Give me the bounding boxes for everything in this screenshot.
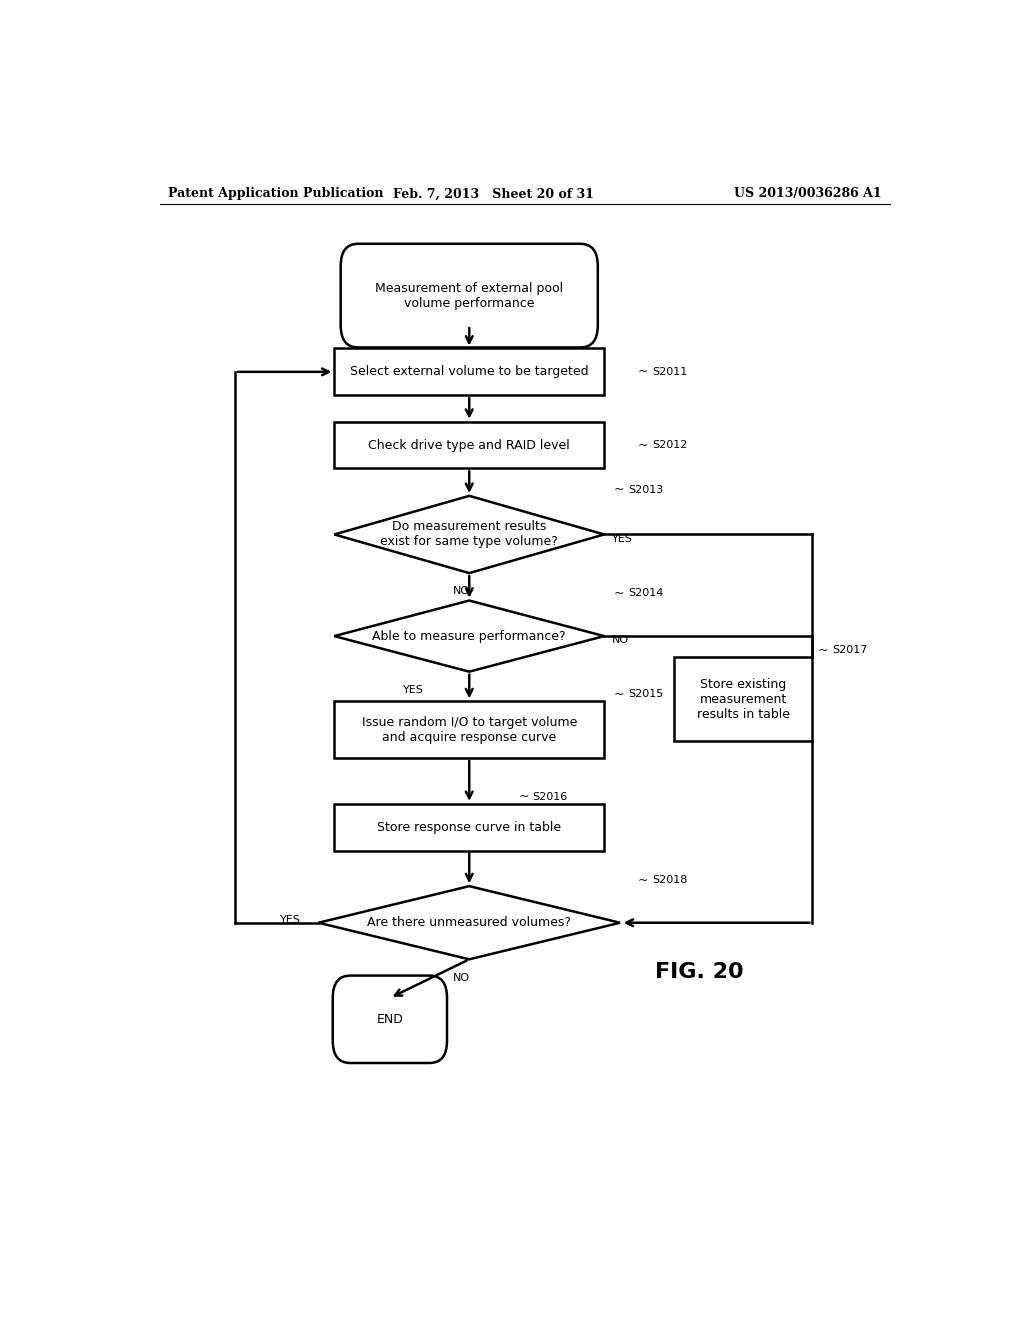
Text: S2017: S2017 [833,645,867,655]
Polygon shape [318,886,620,960]
Text: S2016: S2016 [532,792,568,801]
FancyBboxPatch shape [341,244,598,347]
Text: S2018: S2018 [652,875,687,884]
Text: Patent Application Publication: Patent Application Publication [168,187,383,201]
Text: YES: YES [612,533,633,544]
Text: Store existing
measurement
results in table: Store existing measurement results in ta… [696,677,790,721]
Bar [334,804,604,850]
Text: END: END [377,1012,403,1026]
Polygon shape [334,496,604,573]
Text: Feb. 7, 2013   Sheet 20 of 31: Feb. 7, 2013 Sheet 20 of 31 [392,187,594,201]
Text: ~: ~ [638,438,648,451]
Text: Do measurement results
exist for same type volume?: Do measurement results exist for same ty… [380,520,558,549]
Polygon shape [334,601,604,672]
Text: S2011: S2011 [651,367,687,376]
Bar [674,657,812,741]
Text: YES: YES [281,915,301,925]
Text: Check drive type and RAID level: Check drive type and RAID level [369,438,570,451]
Text: Select external volume to be targeted: Select external volume to be targeted [350,366,589,379]
Text: NO: NO [453,586,470,597]
Text: YES: YES [403,685,424,694]
Text: ~: ~ [613,483,625,496]
Text: NO: NO [612,635,629,645]
Text: ~: ~ [613,587,625,599]
Text: US 2013/0036286 A1: US 2013/0036286 A1 [734,187,882,201]
Text: ~: ~ [638,366,648,379]
FancyBboxPatch shape [333,975,447,1063]
Text: FIG. 20: FIG. 20 [655,961,743,982]
Text: Measurement of external pool
volume performance: Measurement of external pool volume perf… [375,281,563,310]
Text: S2012: S2012 [651,440,687,450]
Text: S2013: S2013 [628,484,664,495]
Bar [334,421,604,469]
Text: NO: NO [453,973,470,982]
Bar [334,348,604,395]
Bar [334,701,604,758]
Text: Issue random I/O to target volume
and acquire response curve: Issue random I/O to target volume and ac… [361,715,577,743]
Text: S2015: S2015 [628,689,664,700]
Text: ~: ~ [638,874,648,887]
Text: ~: ~ [613,688,625,701]
Text: Are there unmeasured volumes?: Are there unmeasured volumes? [368,916,571,929]
Text: ~: ~ [518,791,529,803]
Text: ~: ~ [818,644,828,657]
Text: S2014: S2014 [628,589,664,598]
Text: Able to measure performance?: Able to measure performance? [373,630,566,643]
Text: Store response curve in table: Store response curve in table [377,821,561,834]
